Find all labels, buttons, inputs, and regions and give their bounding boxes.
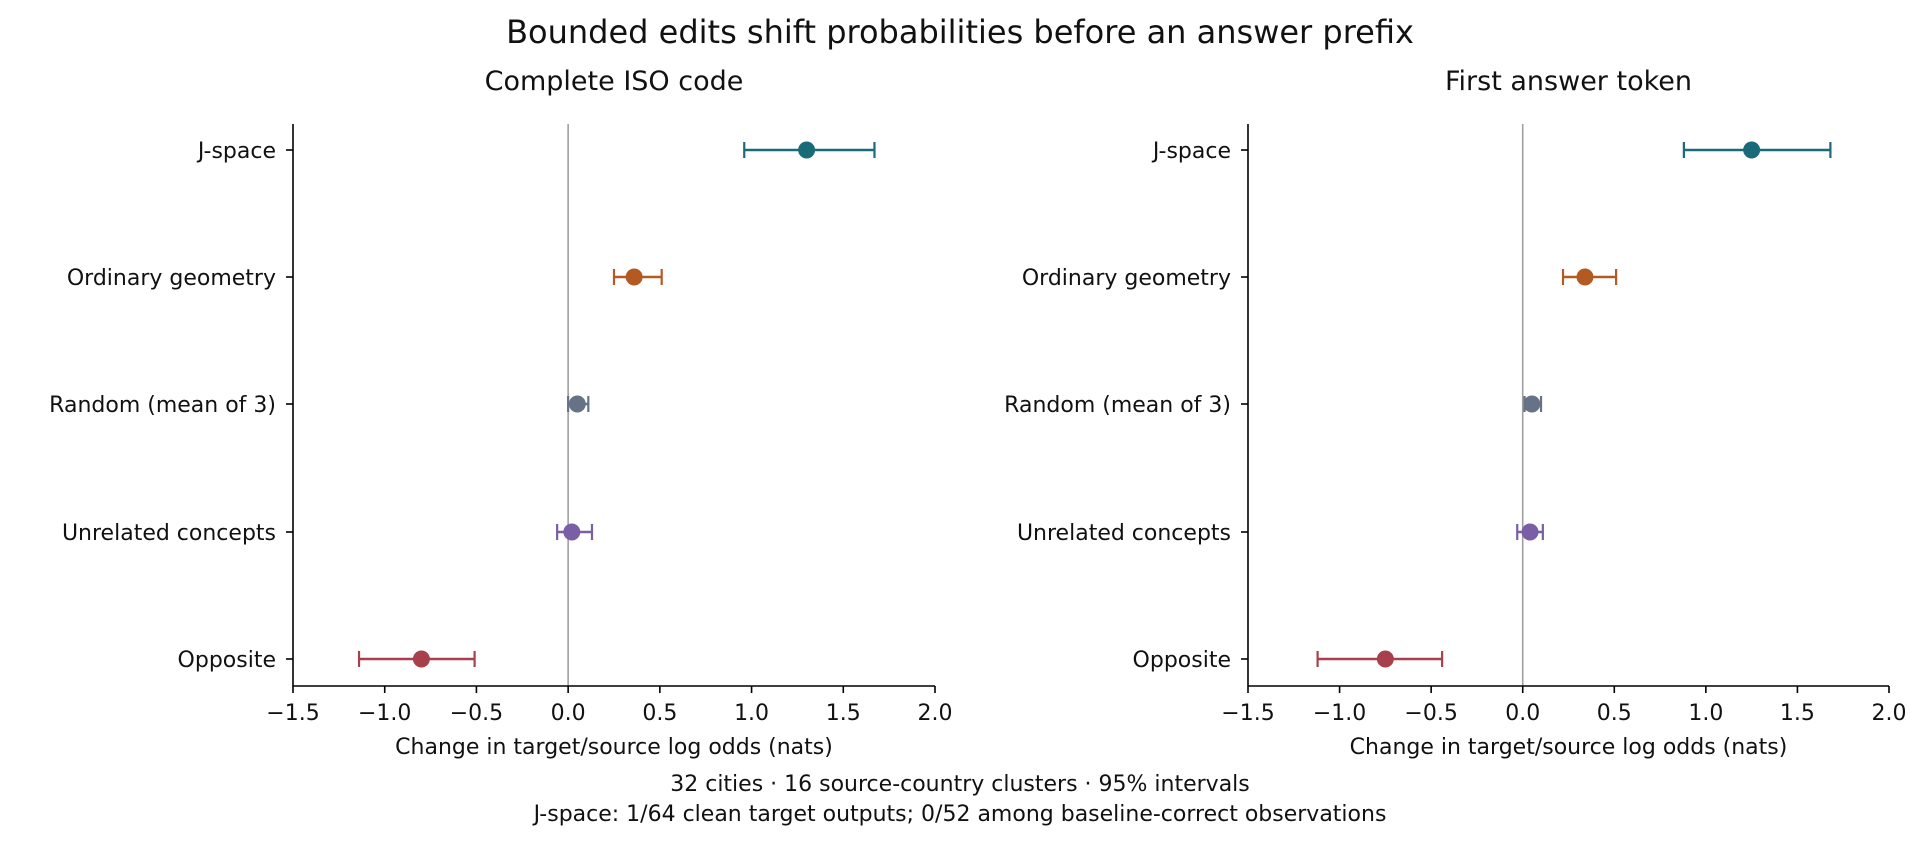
x-tick-label: 0.5 [1597,701,1632,726]
x-axis-label: Change in target/source log odds (nats) [395,735,833,760]
x-tick-label: −1.0 [1313,701,1366,726]
figure-title: Bounded edits shift probabilities before… [506,13,1414,51]
x-tick-label: 1.5 [1780,701,1815,726]
x-tick-label: −0.5 [450,701,503,726]
y-tick-label-opposite: Opposite [178,648,276,673]
x-tick-label: 1.5 [826,701,861,726]
subplot-title: Complete ISO code [485,66,744,97]
x-tick-label: 0.0 [1505,701,1540,726]
y-tick-label-ordinary-geometry: Ordinary geometry [1022,266,1231,291]
x-tick-label: −1.5 [266,701,319,726]
x-tick-label: 1.0 [1688,701,1723,726]
y-tick-label-random-mean-of-3: Random (mean of 3) [1004,393,1231,418]
y-tick-label-unrelated-concepts: Unrelated concepts [1017,521,1231,546]
subplot-title: First answer token [1445,66,1692,97]
caption-line-1: 32 cities · 16 source-country clusters ·… [670,772,1250,797]
y-tick-label-opposite: Opposite [1133,648,1231,673]
x-tick-label: 2.0 [918,701,953,726]
x-tick-label: 0.5 [642,701,677,726]
x-tick-label: 0.0 [551,701,586,726]
y-tick-label-j-space: J-space [1151,139,1231,164]
point-ordinary-geometry [625,268,643,286]
point-ordinary-geometry [1576,268,1594,286]
y-tick-label-random-mean-of-3: Random (mean of 3) [49,393,276,418]
panel-first-answer-token: First answer token −1.5 −1.0 −0.5 0.0 0.5 1.0 1… [1004,66,1906,760]
x-tick-label: −1.5 [1221,701,1274,726]
point-unrelated-concepts [563,523,581,541]
y-tick-label-unrelated-concepts: Unrelated concepts [62,521,276,546]
y-tick-label-j-space: J-space [196,139,276,164]
x-axis-label: Change in target/source log odds (nats) [1350,735,1788,760]
x-tick-label: 2.0 [1872,701,1907,726]
point-j-space [1743,141,1761,159]
point-j-space [798,141,816,159]
figure-caption: 32 cities · 16 source-country clusters ·… [0,770,1920,830]
y-tick-label-ordinary-geometry: Ordinary geometry [67,266,276,291]
x-tick-label: −1.0 [358,701,411,726]
point-unrelated-concepts [1521,523,1539,541]
x-tick-label: −0.5 [1404,701,1457,726]
point-random-mean-of-3 [1523,395,1541,413]
point-random-mean-of-3 [568,395,586,413]
point-opposite [1376,650,1394,668]
caption-line-2: J-space: 1/64 clean target outputs; 0/52… [533,802,1387,827]
point-opposite [412,650,430,668]
x-tick-label: 1.0 [734,701,769,726]
panel-complete-iso-code: Complete ISO code −1.5 −1.0 −0.5 0.0 0.5 1.0 1.… [49,66,952,760]
